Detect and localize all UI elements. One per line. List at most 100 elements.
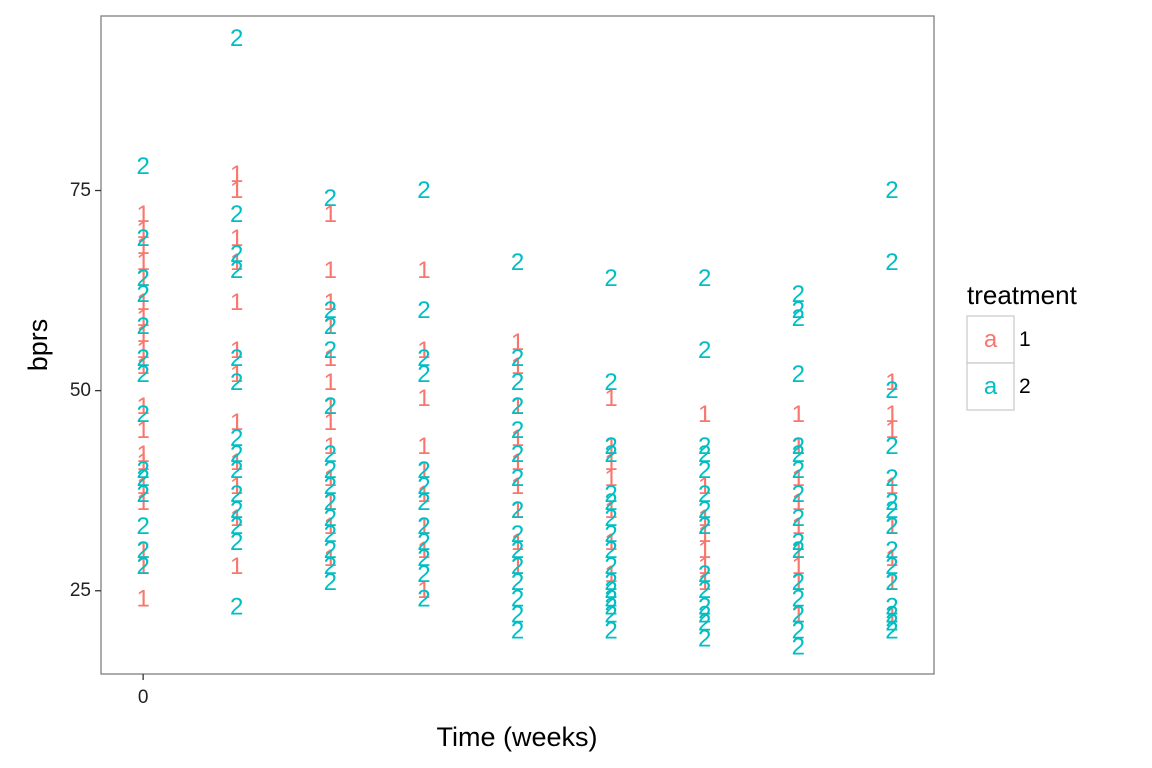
data-point-treatment-1: 1 [324,513,337,540]
data-point-treatment-2: 2 [136,281,149,308]
y-tick-label: 75 [70,180,91,201]
data-point-treatment-1: 1 [604,561,617,588]
data-point-treatment-2: 2 [885,489,898,516]
data-point-treatment-2: 2 [792,361,805,388]
data-point-treatment-2: 2 [511,537,524,564]
data-point-treatment-2: 2 [698,593,711,620]
data-point-treatment-2: 2 [511,569,524,596]
data-point-treatment-1: 1 [136,553,149,580]
data-point-treatment-2: 2 [511,585,524,612]
data-point-treatment-1: 1 [136,289,149,316]
data-point-treatment-2: 2 [136,513,149,540]
data-point-treatment-1: 1 [604,433,617,460]
legend-label-treatment-1: 1 [1019,328,1031,351]
data-point-treatment-2: 2 [885,249,898,276]
data-point-treatment-2: 2 [417,457,430,484]
data-point-treatment-2: 2 [324,521,337,548]
y-tick-label: 50 [70,380,91,401]
y-axis-title: bprs [23,319,53,372]
data-point-treatment-1: 1 [511,353,524,380]
data-point-treatment-2: 2 [324,489,337,516]
legend-title: treatment [967,280,1078,310]
data-point-treatment-2: 2 [230,241,243,268]
data-point-treatment-1: 1 [230,249,243,276]
data-point-treatment-2: 2 [417,529,430,556]
data-point-treatment-2: 2 [604,569,617,596]
data-point-treatment-2: 2 [136,465,149,492]
data-point-treatment-2: 2 [324,297,337,324]
data-point-treatment-2: 2 [792,281,805,308]
data-point-treatment-2: 2 [417,177,430,204]
data-point-treatment-2: 2 [230,441,243,468]
legend-label-treatment-2: 2 [1019,375,1031,398]
data-point-treatment-2: 2 [698,625,711,652]
data-point-treatment-1: 1 [604,529,617,556]
data-point-treatment-1: 1 [417,337,430,364]
data-point-treatment-2: 2 [698,337,711,364]
data-point-treatment-1: 1 [792,601,805,628]
data-point-treatment-2: 2 [324,569,337,596]
data-point-treatment-1: 1 [511,473,524,500]
data-point-treatment-2: 2 [511,369,524,396]
data-point-treatment-1: 1 [698,401,711,428]
data-point-treatment-1: 1 [136,337,149,364]
data-point-treatment-1: 1 [511,449,524,476]
data-point-treatment-2: 2 [698,601,711,628]
data-point-treatment-2: 2 [885,601,898,628]
data-point-treatment-1: 1 [230,361,243,388]
data-point-treatment-2: 2 [604,369,617,396]
data-point-treatment-2: 2 [885,377,898,404]
data-point-treatment-2: 2 [324,185,337,212]
data-point-treatment-1: 1 [136,201,149,228]
data-point-treatment-2: 2 [792,505,805,532]
data-point-treatment-1: 1 [885,369,898,396]
data-point-treatment-1: 1 [885,417,898,444]
data-point-treatment-1: 1 [885,513,898,540]
data-point-treatment-1: 1 [136,305,149,332]
data-point-treatment-1: 1 [136,449,149,476]
data-point-treatment-1: 1 [230,177,243,204]
legend-key-box [966,362,1015,411]
data-point-treatment-2: 2 [230,201,243,228]
data-point-treatment-1: 1 [885,545,898,572]
data-point-treatment-2: 2 [698,265,711,292]
data-point-treatment-1: 1 [417,537,430,564]
data-point-treatment-1: 1 [136,417,149,444]
data-point-treatment-1: 1 [136,441,149,468]
data-point-treatment-2: 2 [324,441,337,468]
data-point-treatment-2: 2 [792,433,805,460]
data-point-treatment-2: 2 [604,537,617,564]
data-point-treatment-1: 1 [136,393,149,420]
data-point-treatment-1: 1 [324,409,337,436]
data-point-treatment-2: 2 [136,401,149,428]
data-point-treatment-2: 2 [511,497,524,524]
data-point-treatment-2: 2 [136,537,149,564]
data-point-treatment-2: 2 [698,457,711,484]
data-point-treatment-1: 1 [324,545,337,572]
data-point-treatment-2: 2 [136,225,149,252]
data-point-treatment-2: 2 [604,441,617,468]
data-point-treatment-1: 1 [417,577,430,604]
data-point-treatment-2: 2 [698,497,711,524]
data-point-treatment-2: 2 [230,529,243,556]
data-points: 1111111111111111111111111111111111111111… [136,25,898,660]
data-point-treatment-1: 1 [136,217,149,244]
data-point-treatment-1: 1 [511,393,524,420]
data-point-treatment-2: 2 [885,497,898,524]
data-point-treatment-1: 1 [230,289,243,316]
data-point-treatment-2: 2 [417,361,430,388]
data-point-treatment-2: 2 [417,561,430,588]
data-point-treatment-2: 2 [792,457,805,484]
data-point-treatment-1: 1 [698,521,711,548]
data-point-treatment-2: 2 [417,545,430,572]
data-point-treatment-1: 1 [511,329,524,356]
data-point-treatment-2: 2 [885,617,898,644]
data-point-treatment-1: 1 [417,385,430,412]
data-point-treatment-2: 2 [136,457,149,484]
data-point-treatment-2: 2 [604,433,617,460]
data-point-treatment-1: 1 [792,433,805,460]
data-point-treatment-1: 1 [230,409,243,436]
data-point-treatment-2: 2 [230,457,243,484]
data-point-treatment-1: 1 [792,553,805,580]
data-point-treatment-1: 1 [885,601,898,628]
